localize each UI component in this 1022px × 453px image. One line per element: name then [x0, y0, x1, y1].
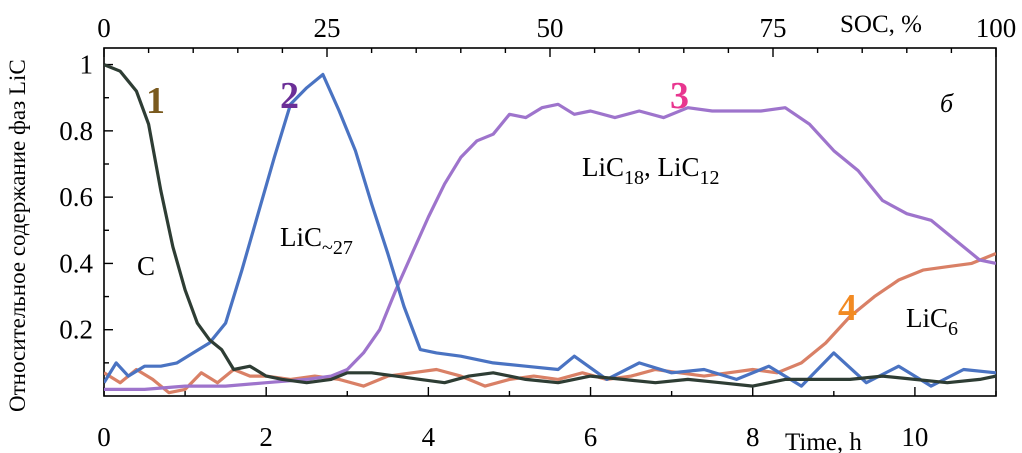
series-number-3: 3	[670, 75, 689, 117]
y-tick-labels: 0.2 0.4 0.6 0.8 1	[59, 50, 93, 345]
x-tick-label: 0	[97, 422, 111, 452]
y-tick-label: 1	[80, 50, 94, 80]
x2-tick-label: 25	[314, 13, 341, 43]
series-line-c	[104, 63, 996, 388]
x-tick-label: 6	[584, 422, 598, 452]
panel-label: б	[940, 89, 954, 118]
x-tick-label: 8	[746, 422, 760, 452]
tick-marks	[103, 48, 997, 396]
x-axis-title: Time, h	[785, 429, 862, 453]
series-label-lic18-lic12: LiC18, LiC12	[582, 152, 720, 189]
series-line-lic6	[104, 252, 996, 395]
series-line-lic27	[104, 72, 996, 388]
x2-axis-title: SOC, %	[840, 11, 922, 38]
series-label-lic6: LiC6	[906, 303, 958, 340]
y-axis-title: Относительное содержание фаз LiC	[5, 59, 30, 412]
y-tick-label: 0.8	[59, 116, 93, 146]
series-label-lic27: LiC~27	[280, 222, 353, 259]
series-number-2: 2	[280, 75, 299, 117]
x2-tick-label: 75	[760, 13, 787, 43]
series-number-4: 4	[838, 287, 857, 329]
series-number-1: 1	[146, 80, 165, 122]
y-tick-label: 0.2	[59, 315, 93, 345]
x-tick-label: 2	[259, 422, 273, 452]
series-label-c: C	[137, 251, 155, 281]
x2-tick-label: 100	[976, 13, 1017, 43]
x2-tick-labels: 0 25 50 75 100	[97, 13, 1016, 43]
y-tick-label: 0.4	[59, 248, 93, 278]
x-tick-label: 4	[422, 422, 436, 452]
plot-frame	[103, 47, 997, 397]
x-tick-labels: 0 2 4 6 8 10	[97, 422, 928, 452]
x2-tick-label: 0	[97, 13, 111, 43]
y-tick-label: 0.6	[59, 182, 93, 212]
series-line-lic18-lic12	[104, 102, 996, 391]
x-tick-label: 10	[901, 422, 928, 452]
x2-tick-label: 50	[537, 13, 564, 43]
